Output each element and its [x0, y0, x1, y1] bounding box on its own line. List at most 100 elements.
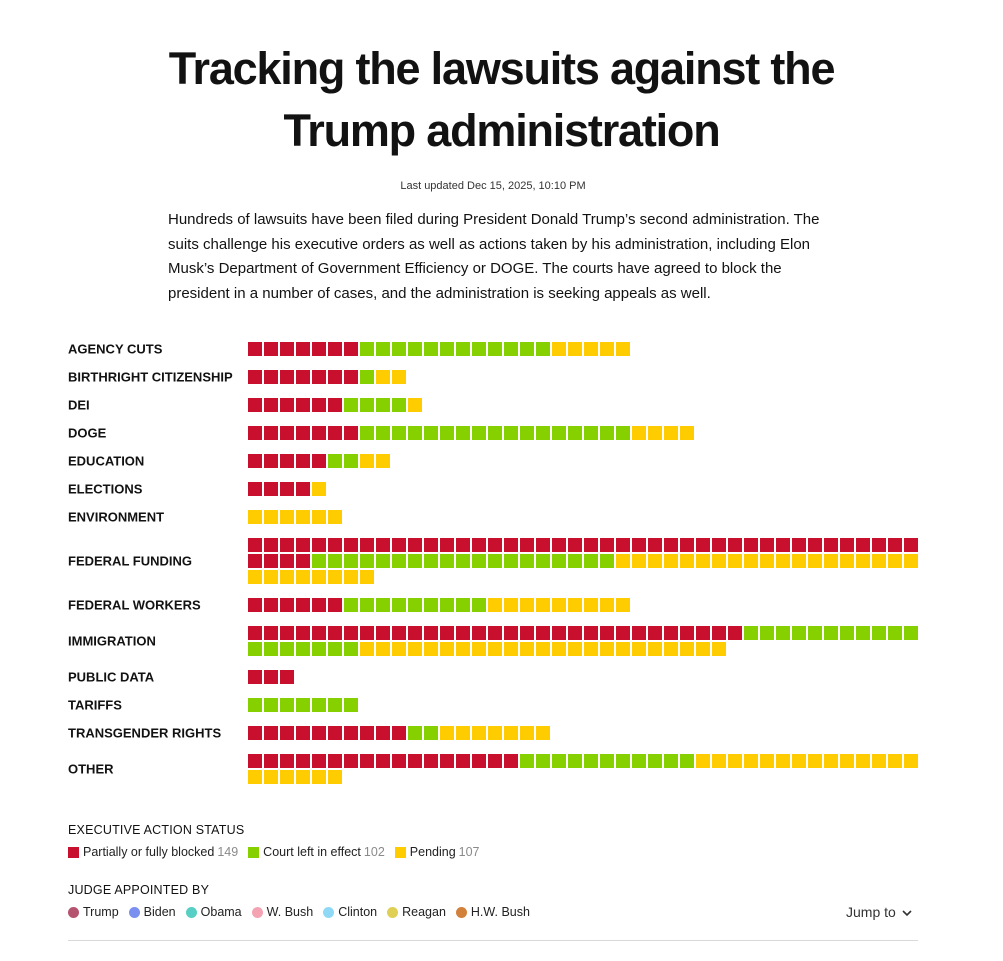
lawsuit-square-pending[interactable] [312, 482, 326, 496]
lawsuit-square-blocked[interactable] [328, 370, 342, 384]
lawsuit-square-left-in-effect[interactable] [408, 426, 422, 440]
lawsuit-square-blocked[interactable] [264, 482, 278, 496]
lawsuit-square-blocked[interactable] [584, 538, 598, 552]
lawsuit-square-blocked[interactable] [680, 626, 694, 640]
lawsuit-square-pending[interactable] [520, 642, 534, 656]
lawsuit-square-pending[interactable] [312, 510, 326, 524]
lawsuit-square-pending[interactable] [440, 642, 454, 656]
lawsuit-square-blocked[interactable] [376, 538, 390, 552]
lawsuit-square-blocked[interactable] [264, 426, 278, 440]
lawsuit-square-left-in-effect[interactable] [488, 554, 502, 568]
lawsuit-square-pending[interactable] [488, 642, 502, 656]
lawsuit-square-blocked[interactable] [472, 754, 486, 768]
lawsuit-square-blocked[interactable] [280, 626, 294, 640]
lawsuit-square-pending[interactable] [728, 554, 742, 568]
lawsuit-square-left-in-effect[interactable] [328, 642, 342, 656]
lawsuit-square-left-in-effect[interactable] [504, 426, 518, 440]
lawsuit-square-left-in-effect[interactable] [536, 754, 550, 768]
lawsuit-square-blocked[interactable] [616, 538, 630, 552]
lawsuit-square-blocked[interactable] [600, 538, 614, 552]
lawsuit-square-left-in-effect[interactable] [520, 426, 534, 440]
jump-to-button[interactable]: Jump to [846, 904, 912, 920]
lawsuit-square-blocked[interactable] [392, 726, 406, 740]
lawsuit-square-blocked[interactable] [344, 342, 358, 356]
lawsuit-square-left-in-effect[interactable] [360, 370, 374, 384]
lawsuit-square-blocked[interactable] [328, 342, 342, 356]
lawsuit-square-blocked[interactable] [296, 482, 310, 496]
lawsuit-square-blocked[interactable] [440, 626, 454, 640]
lawsuit-square-pending[interactable] [632, 554, 646, 568]
lawsuit-square-blocked[interactable] [328, 426, 342, 440]
lawsuit-square-pending[interactable] [600, 598, 614, 612]
lawsuit-square-pending[interactable] [248, 510, 262, 524]
lawsuit-square-blocked[interactable] [552, 538, 566, 552]
lawsuit-square-pending[interactable] [504, 726, 518, 740]
lawsuit-square-left-in-effect[interactable] [456, 554, 470, 568]
lawsuit-square-pending[interactable] [280, 770, 294, 784]
lawsuit-square-blocked[interactable] [264, 626, 278, 640]
lawsuit-square-blocked[interactable] [296, 426, 310, 440]
lawsuit-square-left-in-effect[interactable] [408, 726, 422, 740]
lawsuit-square-pending[interactable] [872, 554, 886, 568]
lawsuit-square-pending[interactable] [872, 754, 886, 768]
lawsuit-square-blocked[interactable] [280, 454, 294, 468]
lawsuit-square-pending[interactable] [248, 570, 262, 584]
lawsuit-square-left-in-effect[interactable] [600, 426, 614, 440]
lawsuit-square-pending[interactable] [712, 554, 726, 568]
lawsuit-square-pending[interactable] [632, 642, 646, 656]
lawsuit-square-left-in-effect[interactable] [504, 554, 518, 568]
lawsuit-square-blocked[interactable] [312, 598, 326, 612]
lawsuit-square-blocked[interactable] [264, 370, 278, 384]
lawsuit-square-left-in-effect[interactable] [680, 754, 694, 768]
lawsuit-square-pending[interactable] [424, 642, 438, 656]
lawsuit-square-left-in-effect[interactable] [344, 454, 358, 468]
lawsuit-square-pending[interactable] [488, 598, 502, 612]
lawsuit-square-left-in-effect[interactable] [584, 426, 598, 440]
lawsuit-square-blocked[interactable] [648, 538, 662, 552]
lawsuit-square-left-in-effect[interactable] [408, 598, 422, 612]
lawsuit-square-left-in-effect[interactable] [328, 698, 342, 712]
lawsuit-square-pending[interactable] [760, 754, 774, 768]
lawsuit-square-pending[interactable] [904, 754, 918, 768]
lawsuit-square-blocked[interactable] [264, 670, 278, 684]
lawsuit-square-blocked[interactable] [840, 538, 854, 552]
lawsuit-square-blocked[interactable] [504, 626, 518, 640]
lawsuit-square-blocked[interactable] [904, 538, 918, 552]
lawsuit-square-blocked[interactable] [616, 626, 630, 640]
lawsuit-square-pending[interactable] [616, 642, 630, 656]
lawsuit-square-pending[interactable] [520, 726, 534, 740]
lawsuit-square-blocked[interactable] [248, 538, 262, 552]
lawsuit-square-left-in-effect[interactable] [408, 342, 422, 356]
lawsuit-square-blocked[interactable] [856, 538, 870, 552]
lawsuit-square-pending[interactable] [776, 554, 790, 568]
lawsuit-square-pending[interactable] [856, 554, 870, 568]
lawsuit-square-blocked[interactable] [760, 538, 774, 552]
lawsuit-square-pending[interactable] [600, 642, 614, 656]
lawsuit-square-left-in-effect[interactable] [536, 426, 550, 440]
lawsuit-square-blocked[interactable] [488, 538, 502, 552]
lawsuit-square-blocked[interactable] [248, 726, 262, 740]
lawsuit-square-left-in-effect[interactable] [424, 726, 438, 740]
lawsuit-square-pending[interactable] [584, 642, 598, 656]
lawsuit-square-blocked[interactable] [312, 370, 326, 384]
lawsuit-square-left-in-effect[interactable] [424, 426, 438, 440]
lawsuit-square-left-in-effect[interactable] [456, 426, 470, 440]
lawsuit-square-pending[interactable] [664, 642, 678, 656]
lawsuit-square-pending[interactable] [760, 554, 774, 568]
lawsuit-square-pending[interactable] [296, 510, 310, 524]
lawsuit-square-blocked[interactable] [648, 626, 662, 640]
lawsuit-square-pending[interactable] [328, 770, 342, 784]
lawsuit-square-left-in-effect[interactable] [472, 598, 486, 612]
lawsuit-square-blocked[interactable] [408, 538, 422, 552]
lawsuit-square-pending[interactable] [408, 398, 422, 412]
lawsuit-square-pending[interactable] [264, 510, 278, 524]
lawsuit-square-blocked[interactable] [520, 538, 534, 552]
lawsuit-square-pending[interactable] [456, 726, 470, 740]
lawsuit-square-blocked[interactable] [408, 626, 422, 640]
lawsuit-square-blocked[interactable] [280, 482, 294, 496]
lawsuit-square-blocked[interactable] [440, 538, 454, 552]
lawsuit-square-blocked[interactable] [280, 754, 294, 768]
lawsuit-square-blocked[interactable] [264, 754, 278, 768]
lawsuit-square-pending[interactable] [520, 598, 534, 612]
lawsuit-square-blocked[interactable] [696, 626, 710, 640]
